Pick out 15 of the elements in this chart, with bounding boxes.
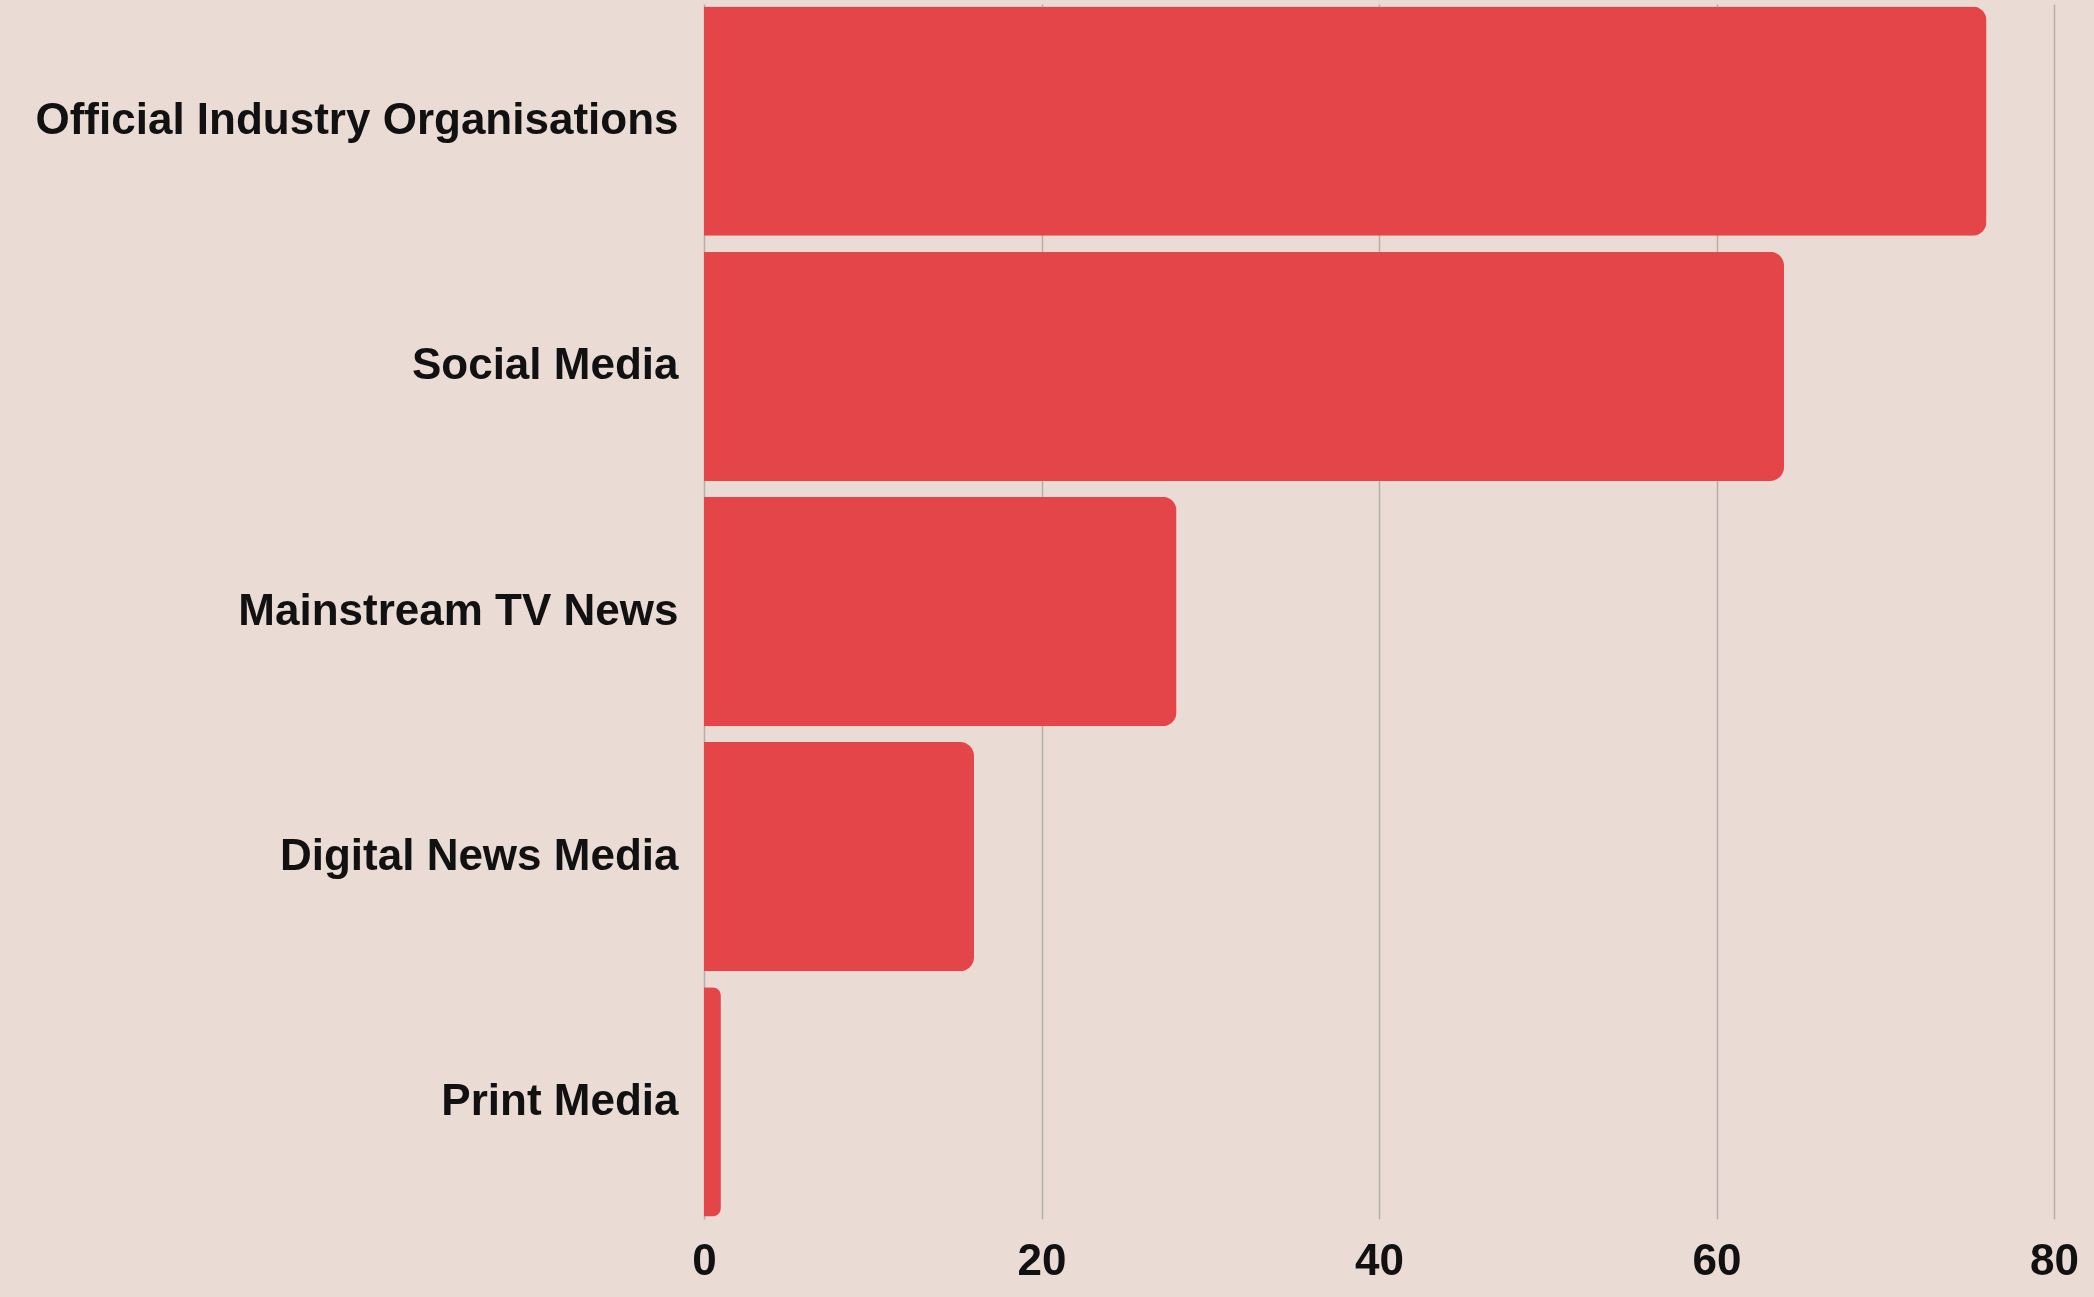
bar: [704, 251, 1784, 481]
x-tick-label: 80: [2030, 1234, 2079, 1284]
x-tick-label: 20: [1017, 1234, 1067, 1284]
bar: [704, 496, 1177, 727]
bar: [704, 987, 721, 1217]
x-tick-label: 0: [692, 1234, 717, 1284]
y-tick-label: Social Media: [411, 339, 680, 389]
y-tick-label: Digital News Media: [279, 829, 680, 879]
y-tick-label: Official Industry Organisations: [35, 94, 679, 144]
bar: [704, 742, 974, 972]
bar: [704, 6, 1987, 236]
y-tick-label: Print Media: [441, 1074, 680, 1124]
x-tick-label: 40: [1355, 1234, 1404, 1284]
y-tick-label: Mainstream TV News: [238, 584, 679, 634]
x-tick-label: 60: [1692, 1234, 1742, 1284]
